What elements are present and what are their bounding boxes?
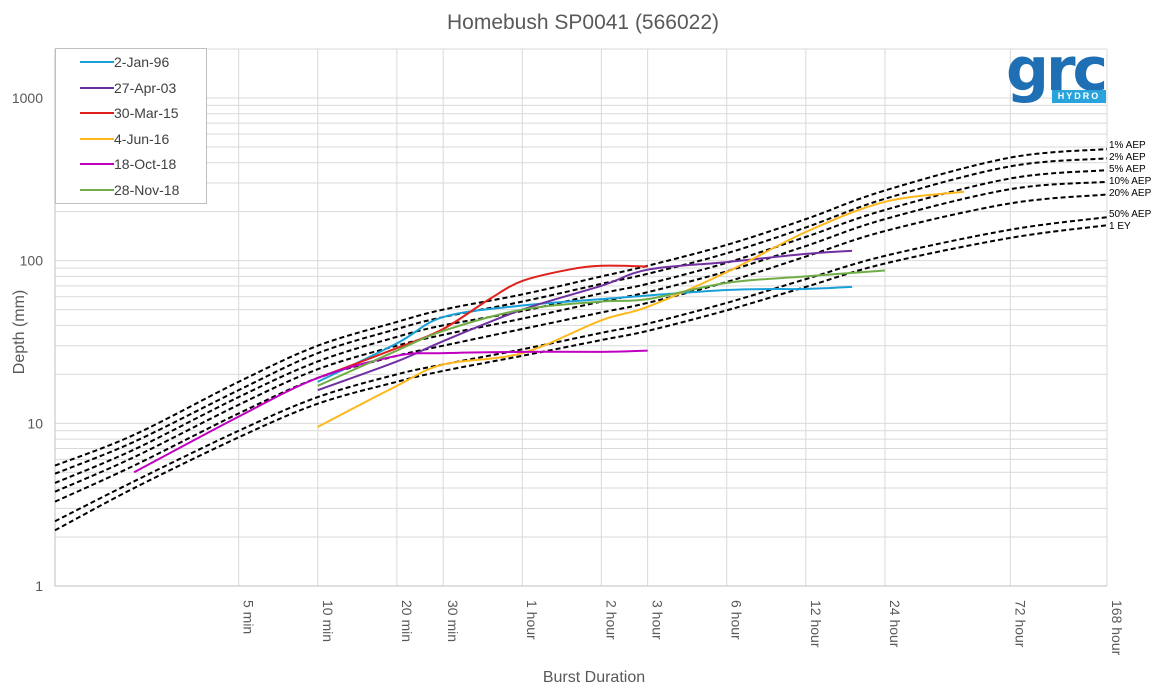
series-line-18-oct-18: [133, 349, 648, 474]
x-tick-label: 168 hour: [1109, 600, 1125, 656]
legend-label: 2-Jan-96: [114, 54, 170, 70]
x-axis-label: Burst Duration: [543, 669, 645, 686]
design-curve-2-aep: [54, 157, 1108, 475]
legend-swatch: [80, 61, 114, 63]
series-line-4-jun-16: [317, 190, 965, 428]
design-curve-1-aep: [54, 148, 1108, 467]
x-tick-label: 6 hour: [729, 600, 745, 640]
design-curve-label: 1 EY: [1109, 221, 1131, 232]
legend-label: 27-Apr-03: [114, 79, 177, 96]
legend-swatch: [80, 86, 114, 89]
x-tick-label: 24 hour: [887, 600, 903, 648]
x-tick-label: 1 hour: [524, 600, 540, 640]
series-line-2-jan-96: [317, 285, 853, 383]
y-tick-label: 100: [20, 253, 44, 269]
design-curve-1-ey: [54, 224, 1108, 532]
design-curve-label: 50% AEP: [1109, 209, 1152, 220]
design-curve-label: 5% AEP: [1109, 164, 1146, 175]
legend-swatch: [80, 163, 114, 165]
design-curve-label: 2% AEP: [1109, 152, 1146, 163]
legend-entry: 27-Apr-03: [80, 79, 176, 97]
legend-label: 4-Jun-16: [114, 130, 170, 147]
design-curve-label: 20% AEP: [1109, 188, 1152, 199]
y-tick-label: 1000: [12, 90, 43, 106]
x-tick-label: 72 hour: [1012, 600, 1028, 648]
design-curve-20-aep: [54, 193, 1108, 503]
legend-swatch: [80, 188, 114, 191]
legend-swatch: [80, 137, 114, 140]
grc-hydro-logo: grc HYDRO: [1006, 35, 1108, 105]
design-curve-5-aep: [54, 169, 1108, 484]
legend-entry: 4-Jun-16: [80, 130, 169, 148]
design-curve-10-aep: [54, 180, 1108, 493]
x-tick-label: 10 min: [320, 600, 336, 642]
legend-label: 28-Nov-18: [114, 181, 180, 198]
series-line-30-mar-15: [317, 264, 648, 379]
chart-title: Homebush SP0041 (566022): [447, 11, 719, 34]
series-line-27-apr-03: [317, 249, 853, 392]
y-axis-label: Depth (mm): [11, 290, 28, 374]
design-curve-50-aep: [54, 216, 1108, 523]
x-tick-label: 20 min: [399, 600, 415, 642]
design-curve-label: 1% AEP: [1109, 140, 1146, 151]
x-tick-label: 12 hour: [808, 600, 824, 648]
x-tick-label: 30 min: [445, 600, 461, 642]
legend-label: 30-Mar-15: [114, 105, 179, 121]
y-tick-label: 1: [35, 578, 43, 594]
legend-entry: 30-Mar-15: [80, 104, 179, 122]
legend-swatch: [80, 112, 114, 114]
logo-sub-text: HYDRO: [1052, 90, 1106, 103]
x-tick-label: 5 min: [241, 600, 257, 634]
legend-entry: 28-Nov-18: [80, 181, 179, 199]
design-curve-label: 10% AEP: [1109, 176, 1152, 187]
legend: 2-Jan-96 27-Apr-03 30-Mar-15 4-Jun-16 18-Oct…: [55, 48, 207, 204]
series-line-28-nov-18: [317, 269, 886, 387]
y-tick-label: 10: [27, 415, 43, 431]
x-tick-label: 2 hour: [603, 600, 619, 640]
legend-label: 18-Oct-18: [114, 156, 177, 172]
legend-entry: 18-Oct-18: [80, 155, 176, 173]
x-tick-label: 3 hour: [650, 600, 666, 640]
legend-entry: 2-Jan-96: [80, 53, 169, 71]
